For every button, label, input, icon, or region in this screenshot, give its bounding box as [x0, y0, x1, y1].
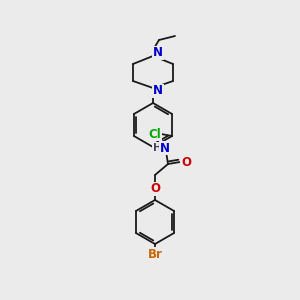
Text: H: H: [153, 143, 161, 153]
Text: N: N: [153, 46, 163, 59]
Text: Cl: Cl: [149, 128, 161, 140]
Text: N: N: [160, 142, 170, 154]
Text: O: O: [150, 182, 160, 196]
Text: O: O: [181, 155, 191, 169]
Text: Br: Br: [148, 248, 162, 260]
Text: N: N: [153, 85, 163, 98]
